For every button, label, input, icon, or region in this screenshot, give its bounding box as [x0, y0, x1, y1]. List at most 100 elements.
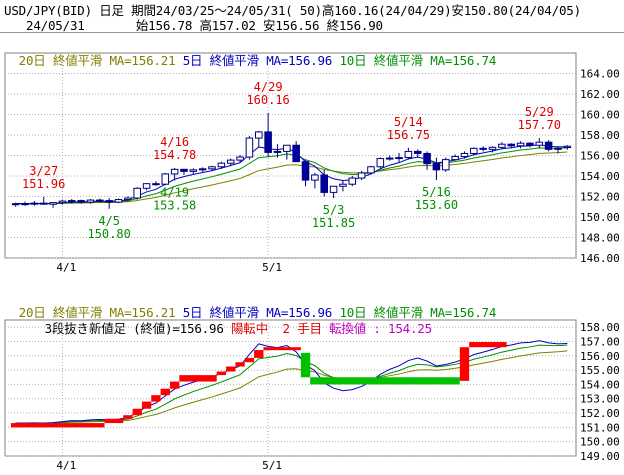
annotation-low-date: 5/16 — [422, 185, 451, 199]
legend-ma10: 10日 終値平滑 MA=156.74 — [339, 53, 497, 68]
candle-body — [554, 147, 562, 150]
candle-body — [124, 197, 132, 201]
candle-body — [357, 172, 366, 179]
red-block — [160, 388, 170, 396]
bottom-ytick-label: 157.00 — [580, 335, 620, 348]
candle-body — [385, 157, 394, 160]
legend-top: 20日 終値平滑 MA=156.21 5日 終値平滑 MA=156.96 10日… — [4, 35, 497, 69]
top-ytick-label: 158.00 — [580, 129, 620, 142]
bottom-ytick-label: 153.00 — [580, 393, 620, 406]
candle-body — [413, 150, 422, 154]
candle-body — [245, 137, 254, 158]
candle-body — [170, 168, 179, 175]
red-block — [169, 381, 180, 389]
candle-body — [217, 162, 226, 168]
candle-body — [152, 183, 160, 186]
bottom-ma5-line — [15, 340, 568, 424]
bottom-xtick-label: 4/1 — [56, 459, 76, 472]
top-xtick-label: 5/1 — [262, 261, 282, 274]
candle-body — [86, 199, 95, 203]
bottom-xtick-label: 5/1 — [262, 459, 282, 472]
candle-body — [161, 173, 170, 185]
candle-body — [367, 166, 375, 174]
legend-ma20-b: 20日 終値平滑 MA=156.21 — [18, 305, 176, 320]
annotation-high-value: 151.96 — [22, 177, 65, 191]
candle-body — [329, 185, 338, 193]
candle-body — [488, 146, 497, 150]
bottom-ytick-label: 158.00 — [580, 321, 620, 334]
green-block — [310, 377, 460, 385]
bottom-ytick-label: 155.00 — [580, 364, 620, 377]
candle-body — [311, 174, 319, 181]
candle-body — [423, 152, 431, 165]
candle-body — [432, 163, 441, 171]
legend-ma5: 5日 終値平滑 MA=156.96 — [182, 53, 333, 68]
annotation-high-date: 5/14 — [394, 115, 423, 129]
candle-body — [442, 159, 450, 171]
red-block — [104, 418, 124, 424]
candle-body — [516, 142, 525, 147]
candle-body — [39, 202, 48, 205]
annotation-low-value: 150.80 — [87, 227, 130, 241]
header-period-line: USD/JPY(BID) 日足 期間24/03/25～24/05/31( 50)… — [4, 3, 581, 18]
top-ytick-label: 150.00 — [580, 211, 620, 224]
red-block — [141, 401, 152, 409]
legend-ma20: 20日 終値平滑 MA=156.21 — [18, 53, 176, 68]
candle-body — [273, 150, 282, 153]
annotation-high-date: 3/27 — [29, 164, 58, 178]
annotation-high-value: 156.75 — [387, 128, 430, 142]
chart-header: USD/JPY(BID) 日足 期間24/03/25～24/05/31( 50)… — [0, 0, 624, 33]
newprice-reversal: 転換値 : 154.25 — [329, 321, 432, 336]
candle-body — [142, 183, 151, 189]
candle-body — [189, 169, 198, 172]
bottom-ytick-label: 154.00 — [580, 378, 620, 391]
annotation-low-value: 151.85 — [312, 216, 355, 230]
annotation-high-date: 4/29 — [254, 80, 283, 94]
red-block — [216, 371, 227, 376]
candle-body — [226, 159, 235, 164]
candle-body — [460, 152, 469, 158]
annotation-low-date: 5/3 — [323, 203, 345, 217]
red-block — [11, 423, 105, 428]
top-ytick-label: 164.00 — [580, 68, 620, 81]
candle-body — [292, 144, 300, 163]
annotation-low-value: 153.60 — [415, 198, 458, 212]
bottom-ytick-label: 152.00 — [580, 407, 620, 420]
annotation-high-value: 157.70 — [518, 118, 561, 132]
candle-body — [451, 156, 459, 161]
top-ytick-label: 160.00 — [580, 109, 620, 122]
candle-body — [198, 168, 207, 171]
candle-body — [68, 200, 76, 203]
candle-body — [526, 142, 534, 146]
top-ytick-label: 156.00 — [580, 150, 620, 163]
candle-body — [77, 200, 85, 203]
green-block — [300, 352, 311, 378]
candle-body — [535, 141, 544, 146]
candle-body — [236, 156, 244, 161]
red-block — [469, 342, 507, 348]
red-block — [151, 395, 161, 402]
header-ohlc-line: 24/05/31 始156.78 高157.02 安156.56 終156.90 — [26, 18, 383, 33]
top-ma5-line — [15, 144, 568, 205]
red-block — [459, 347, 470, 381]
candle-body — [264, 131, 272, 153]
candle-body — [114, 199, 123, 203]
red-block — [263, 347, 301, 351]
annotation-high-value: 154.78 — [153, 148, 196, 162]
bottom-ytick-label: 151.00 — [580, 421, 620, 434]
bottom-ytick-label: 150.00 — [580, 436, 620, 449]
bottom-plot-frame — [4, 319, 577, 457]
annotation-high-date: 4/16 — [160, 135, 189, 149]
newprice-close: 3段抜き新値足 (終値)=156.96 — [44, 321, 224, 336]
top-xtick-label: 4/1 — [56, 261, 76, 274]
red-block — [179, 375, 217, 382]
red-block — [226, 366, 236, 372]
newprice-step: 2 手目 — [282, 321, 322, 336]
annotation-low-date: 4/5 — [98, 214, 120, 228]
candle-body — [208, 166, 216, 170]
red-block — [254, 350, 264, 358]
candle-body — [180, 168, 188, 172]
candle-body — [470, 147, 478, 154]
candle-body — [96, 199, 104, 202]
